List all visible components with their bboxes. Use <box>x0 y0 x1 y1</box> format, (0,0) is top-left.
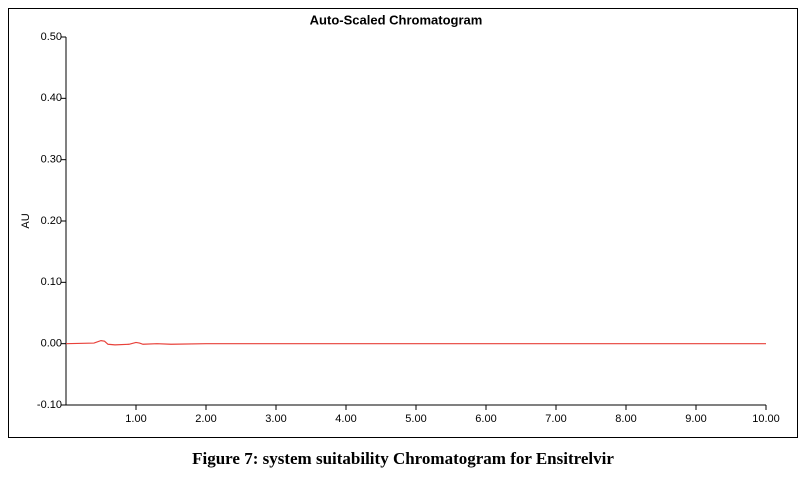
x-tick-label: 4.00 <box>335 413 356 425</box>
x-tick-label: 8.00 <box>615 413 636 425</box>
x-tick-label: 3.00 <box>265 413 286 425</box>
y-tick-label: 0.30 <box>41 154 62 166</box>
y-tick-label: 0.00 <box>41 338 62 350</box>
y-tick-label: 0.20 <box>41 215 62 227</box>
x-tick-label: 6.00 <box>475 413 496 425</box>
chart-title: Auto-Scaled Chromatogram <box>310 12 483 27</box>
x-tick-label: 7.00 <box>545 413 566 425</box>
y-tick-label: 0.10 <box>41 276 62 288</box>
y-tick-label: 0.50 <box>41 31 62 43</box>
frame <box>8 8 798 438</box>
x-tick-label: 1.00 <box>125 413 146 425</box>
y-axis-label: AU <box>20 213 32 228</box>
x-tick-label: 10.00 <box>752 413 780 425</box>
caption: Figure 7: system suitability Chromatogra… <box>192 449 614 468</box>
y-tick-label: -0.10 <box>37 399 62 411</box>
x-tick-label: 9.00 <box>685 413 706 425</box>
x-tick-label: 5.00 <box>405 413 426 425</box>
x-tick-label: 2.00 <box>195 413 216 425</box>
series-line <box>65 339 766 346</box>
y-tick-label: 0.40 <box>41 92 62 104</box>
